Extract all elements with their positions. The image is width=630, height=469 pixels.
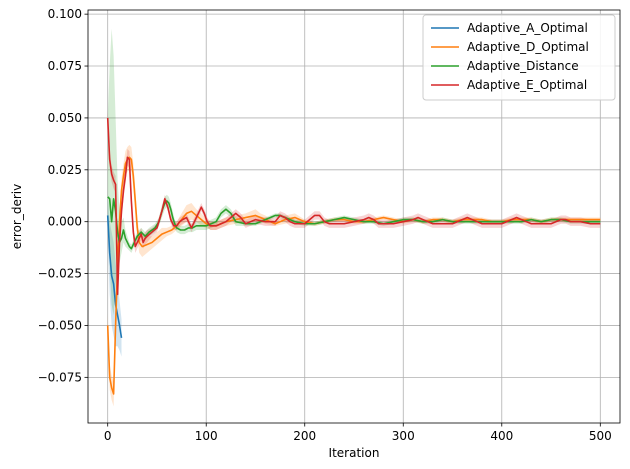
- adaptive-distance-line: [107, 196, 601, 250]
- legend-label: Adaptive_Distance: [467, 59, 579, 73]
- x-tick-label: 300: [392, 429, 415, 443]
- legend-label: Adaptive_A_Optimal: [467, 21, 588, 35]
- adaptive-e-optimal-line: [106, 117, 601, 296]
- y-tick-label: −0.075: [38, 370, 82, 384]
- x-tick-label: 200: [293, 429, 316, 443]
- legend-label: Adaptive_D_Optimal: [467, 40, 589, 54]
- legend-label: Adaptive_E_Optimal: [467, 78, 587, 92]
- x-tick-label: 400: [490, 429, 513, 443]
- y-tick-label: 0.075: [48, 59, 82, 73]
- x-tick-label: 100: [195, 429, 218, 443]
- y-tick-label: 0.100: [48, 7, 82, 21]
- y-tick-label: 0.000: [48, 215, 82, 229]
- y-tick-label: 0.050: [48, 111, 82, 125]
- legend: Adaptive_A_Optimal Adaptive_D_Optimal Adap…: [422, 14, 616, 101]
- y-tick-label: −0.025: [38, 267, 82, 281]
- series-lines: [106, 117, 601, 395]
- y-tick-label: 0.025: [48, 163, 82, 177]
- plot-frame: [87, 9, 621, 424]
- y-axis-label: error_deriv: [10, 184, 24, 249]
- adaptive-a-optimal-line: [106, 215, 123, 339]
- x-tick-label: 0: [104, 429, 112, 443]
- y-tick-label: −0.050: [38, 318, 82, 332]
- x-axis-label: Iteration: [329, 446, 380, 460]
- adaptive-d-optimal-line: [106, 156, 601, 395]
- x-tick-label: 500: [589, 429, 612, 443]
- axis-ticks: 0 100 200 300 400 500 −0.075 −0.050 −0.025 0.000 0…: [38, 7, 612, 443]
- legend-frame: [422, 14, 616, 101]
